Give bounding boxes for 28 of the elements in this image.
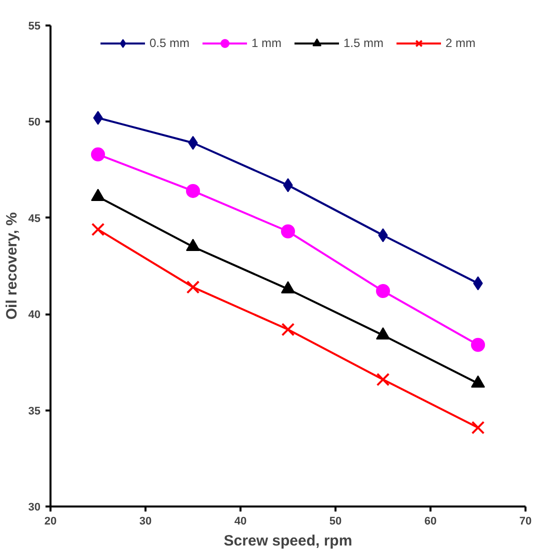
- y-tick-label: 55: [28, 20, 41, 32]
- point: [281, 224, 295, 238]
- y-tick-label: 35: [28, 405, 41, 418]
- y-axis-title: Oil recovery, %: [3, 212, 20, 320]
- point: [471, 420, 485, 434]
- x-tick-label: 40: [234, 516, 247, 528]
- legend-label: 1 mm: [252, 36, 282, 50]
- point: [376, 284, 390, 298]
- point: [91, 147, 105, 162]
- y-tick-label: 30: [28, 502, 41, 514]
- legend-label: 1.5 mm: [344, 36, 384, 50]
- y-tick-label: 45: [28, 212, 41, 225]
- x-tick-label: 50: [329, 516, 342, 528]
- point: [471, 338, 485, 352]
- legend-label: 0.5 mm: [149, 36, 190, 50]
- x-axis-title: Screw speed, rpm: [224, 532, 352, 550]
- point: [91, 222, 105, 236]
- x-tick-label: 20: [44, 516, 57, 528]
- x-tick-label: 70: [519, 516, 532, 528]
- x-tick-label: 30: [139, 516, 152, 528]
- y-tick-label: 50: [28, 116, 41, 129]
- point: [186, 184, 200, 198]
- legend-label: 2 mm: [446, 36, 476, 50]
- x-tick-label: 60: [424, 516, 437, 528]
- y-tick-label: 40: [28, 309, 41, 322]
- point: [281, 322, 295, 336]
- point: [186, 280, 200, 294]
- point: [376, 372, 390, 386]
